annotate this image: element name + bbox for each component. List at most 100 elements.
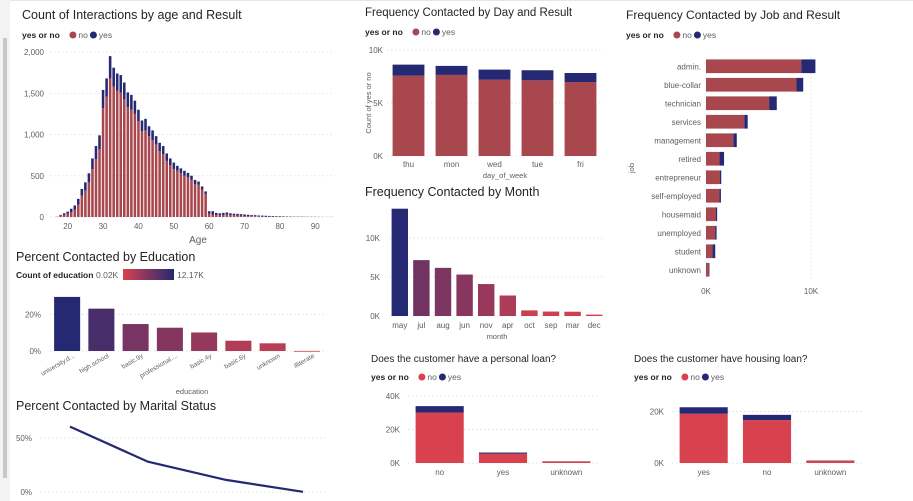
- scrollbar-thumb[interactable]: [3, 38, 7, 478]
- bar-no[interactable]: [130, 109, 133, 217]
- bar-no[interactable]: [137, 121, 140, 217]
- bar-no[interactable]: [59, 215, 62, 217]
- bar-no[interactable]: [91, 169, 94, 217]
- bar-no[interactable]: [478, 79, 511, 156]
- bar-no[interactable]: [147, 136, 151, 217]
- bar-yes[interactable]: [564, 73, 597, 83]
- bar[interactable]: [477, 284, 495, 316]
- bar-no[interactable]: [123, 99, 126, 217]
- bar-no[interactable]: [84, 190, 87, 217]
- bar-no[interactable]: [253, 216, 257, 217]
- bar-yes[interactable]: [112, 67, 115, 87]
- bar-no[interactable]: [218, 215, 222, 217]
- bar-no[interactable]: [94, 159, 98, 217]
- bar-no[interactable]: [246, 216, 250, 217]
- legend-yes-label[interactable]: yes: [448, 372, 461, 382]
- bar-no[interactable]: [183, 175, 186, 217]
- bar-no[interactable]: [144, 130, 147, 217]
- bar-no[interactable]: [706, 244, 713, 259]
- legend-no-label[interactable]: no: [78, 30, 88, 40]
- bar-no[interactable]: [222, 214, 225, 217]
- bar-no[interactable]: [172, 169, 176, 217]
- bar-no[interactable]: [260, 216, 264, 217]
- series-line[interactable]: [69, 425, 304, 493]
- bar[interactable]: [225, 340, 252, 351]
- bar-no[interactable]: [435, 74, 468, 156]
- bar-yes[interactable]: [415, 406, 464, 413]
- bar-yes[interactable]: [521, 70, 554, 81]
- bar-yes[interactable]: [232, 213, 236, 216]
- bar[interactable]: [156, 327, 183, 351]
- bar-no[interactable]: [193, 184, 197, 217]
- bar-yes[interactable]: [222, 212, 225, 215]
- bar-yes[interactable]: [193, 179, 197, 184]
- legend-yes-label[interactable]: yes: [703, 30, 716, 40]
- bar-no[interactable]: [197, 184, 200, 217]
- bar-yes[interactable]: [91, 158, 94, 170]
- bar-no[interactable]: [214, 214, 218, 217]
- bar-yes[interactable]: [229, 213, 232, 215]
- bar-no[interactable]: [133, 113, 137, 217]
- bar-no[interactable]: [140, 131, 144, 217]
- bar-no[interactable]: [392, 75, 425, 156]
- bar-no[interactable]: [239, 215, 243, 217]
- bar[interactable]: [88, 308, 115, 351]
- bar[interactable]: [456, 274, 473, 316]
- bar-yes[interactable]: [239, 214, 243, 216]
- bar-no[interactable]: [105, 96, 108, 217]
- bar-no[interactable]: [158, 151, 161, 217]
- bar-no[interactable]: [62, 214, 66, 217]
- bar-no[interactable]: [186, 177, 190, 217]
- bar-yes[interactable]: [115, 73, 119, 91]
- bar-no[interactable]: [706, 114, 745, 129]
- bar[interactable]: [542, 311, 560, 316]
- bar-yes[interactable]: [62, 213, 66, 215]
- bar[interactable]: [191, 332, 218, 351]
- bar[interactable]: [259, 343, 286, 351]
- bar-yes[interactable]: [211, 211, 214, 215]
- bar-yes[interactable]: [218, 213, 222, 216]
- bar-yes[interactable]: [73, 205, 77, 210]
- bar-yes[interactable]: [679, 407, 728, 414]
- bar-yes[interactable]: [435, 65, 468, 75]
- legend-yes-label[interactable]: yes: [711, 372, 724, 382]
- bar-yes[interactable]: [69, 208, 73, 213]
- bar-yes[interactable]: [733, 133, 737, 148]
- bar-yes[interactable]: [123, 82, 126, 100]
- bar-yes[interactable]: [253, 215, 257, 217]
- bar-yes[interactable]: [151, 130, 154, 141]
- bar-no[interactable]: [66, 213, 69, 217]
- bar-no[interactable]: [154, 144, 158, 217]
- bar-no[interactable]: [706, 59, 802, 74]
- bar-no[interactable]: [706, 151, 720, 166]
- bar-yes[interactable]: [742, 414, 792, 421]
- bar-no[interactable]: [706, 77, 797, 92]
- bar-no[interactable]: [161, 154, 165, 217]
- bar-no[interactable]: [112, 86, 115, 218]
- bar-yes[interactable]: [165, 153, 169, 161]
- bar-no[interactable]: [225, 214, 229, 217]
- bar[interactable]: [413, 260, 430, 316]
- bar-yes[interactable]: [744, 114, 748, 129]
- bar-no[interactable]: [211, 214, 214, 217]
- bar-yes[interactable]: [478, 69, 511, 80]
- bar-yes[interactable]: [207, 211, 211, 214]
- bar-no[interactable]: [415, 412, 464, 463]
- bar-yes[interactable]: [204, 191, 207, 194]
- legend-no-label[interactable]: no: [682, 30, 692, 40]
- bar[interactable]: [54, 296, 81, 351]
- bar-yes[interactable]: [264, 215, 268, 217]
- bar-no[interactable]: [69, 212, 73, 217]
- bar-yes[interactable]: [161, 146, 165, 155]
- bar-yes[interactable]: [108, 56, 112, 79]
- bar-yes[interactable]: [105, 78, 108, 97]
- bar[interactable]: [434, 267, 452, 316]
- bar-yes[interactable]: [260, 215, 264, 217]
- bar-yes[interactable]: [137, 109, 140, 122]
- legend-yes-label[interactable]: yes: [442, 27, 455, 37]
- bar-yes[interactable]: [133, 100, 137, 114]
- bar-yes[interactable]: [225, 212, 229, 215]
- bar-yes[interactable]: [126, 92, 130, 108]
- bar-yes[interactable]: [268, 215, 271, 217]
- bar-no[interactable]: [706, 133, 734, 148]
